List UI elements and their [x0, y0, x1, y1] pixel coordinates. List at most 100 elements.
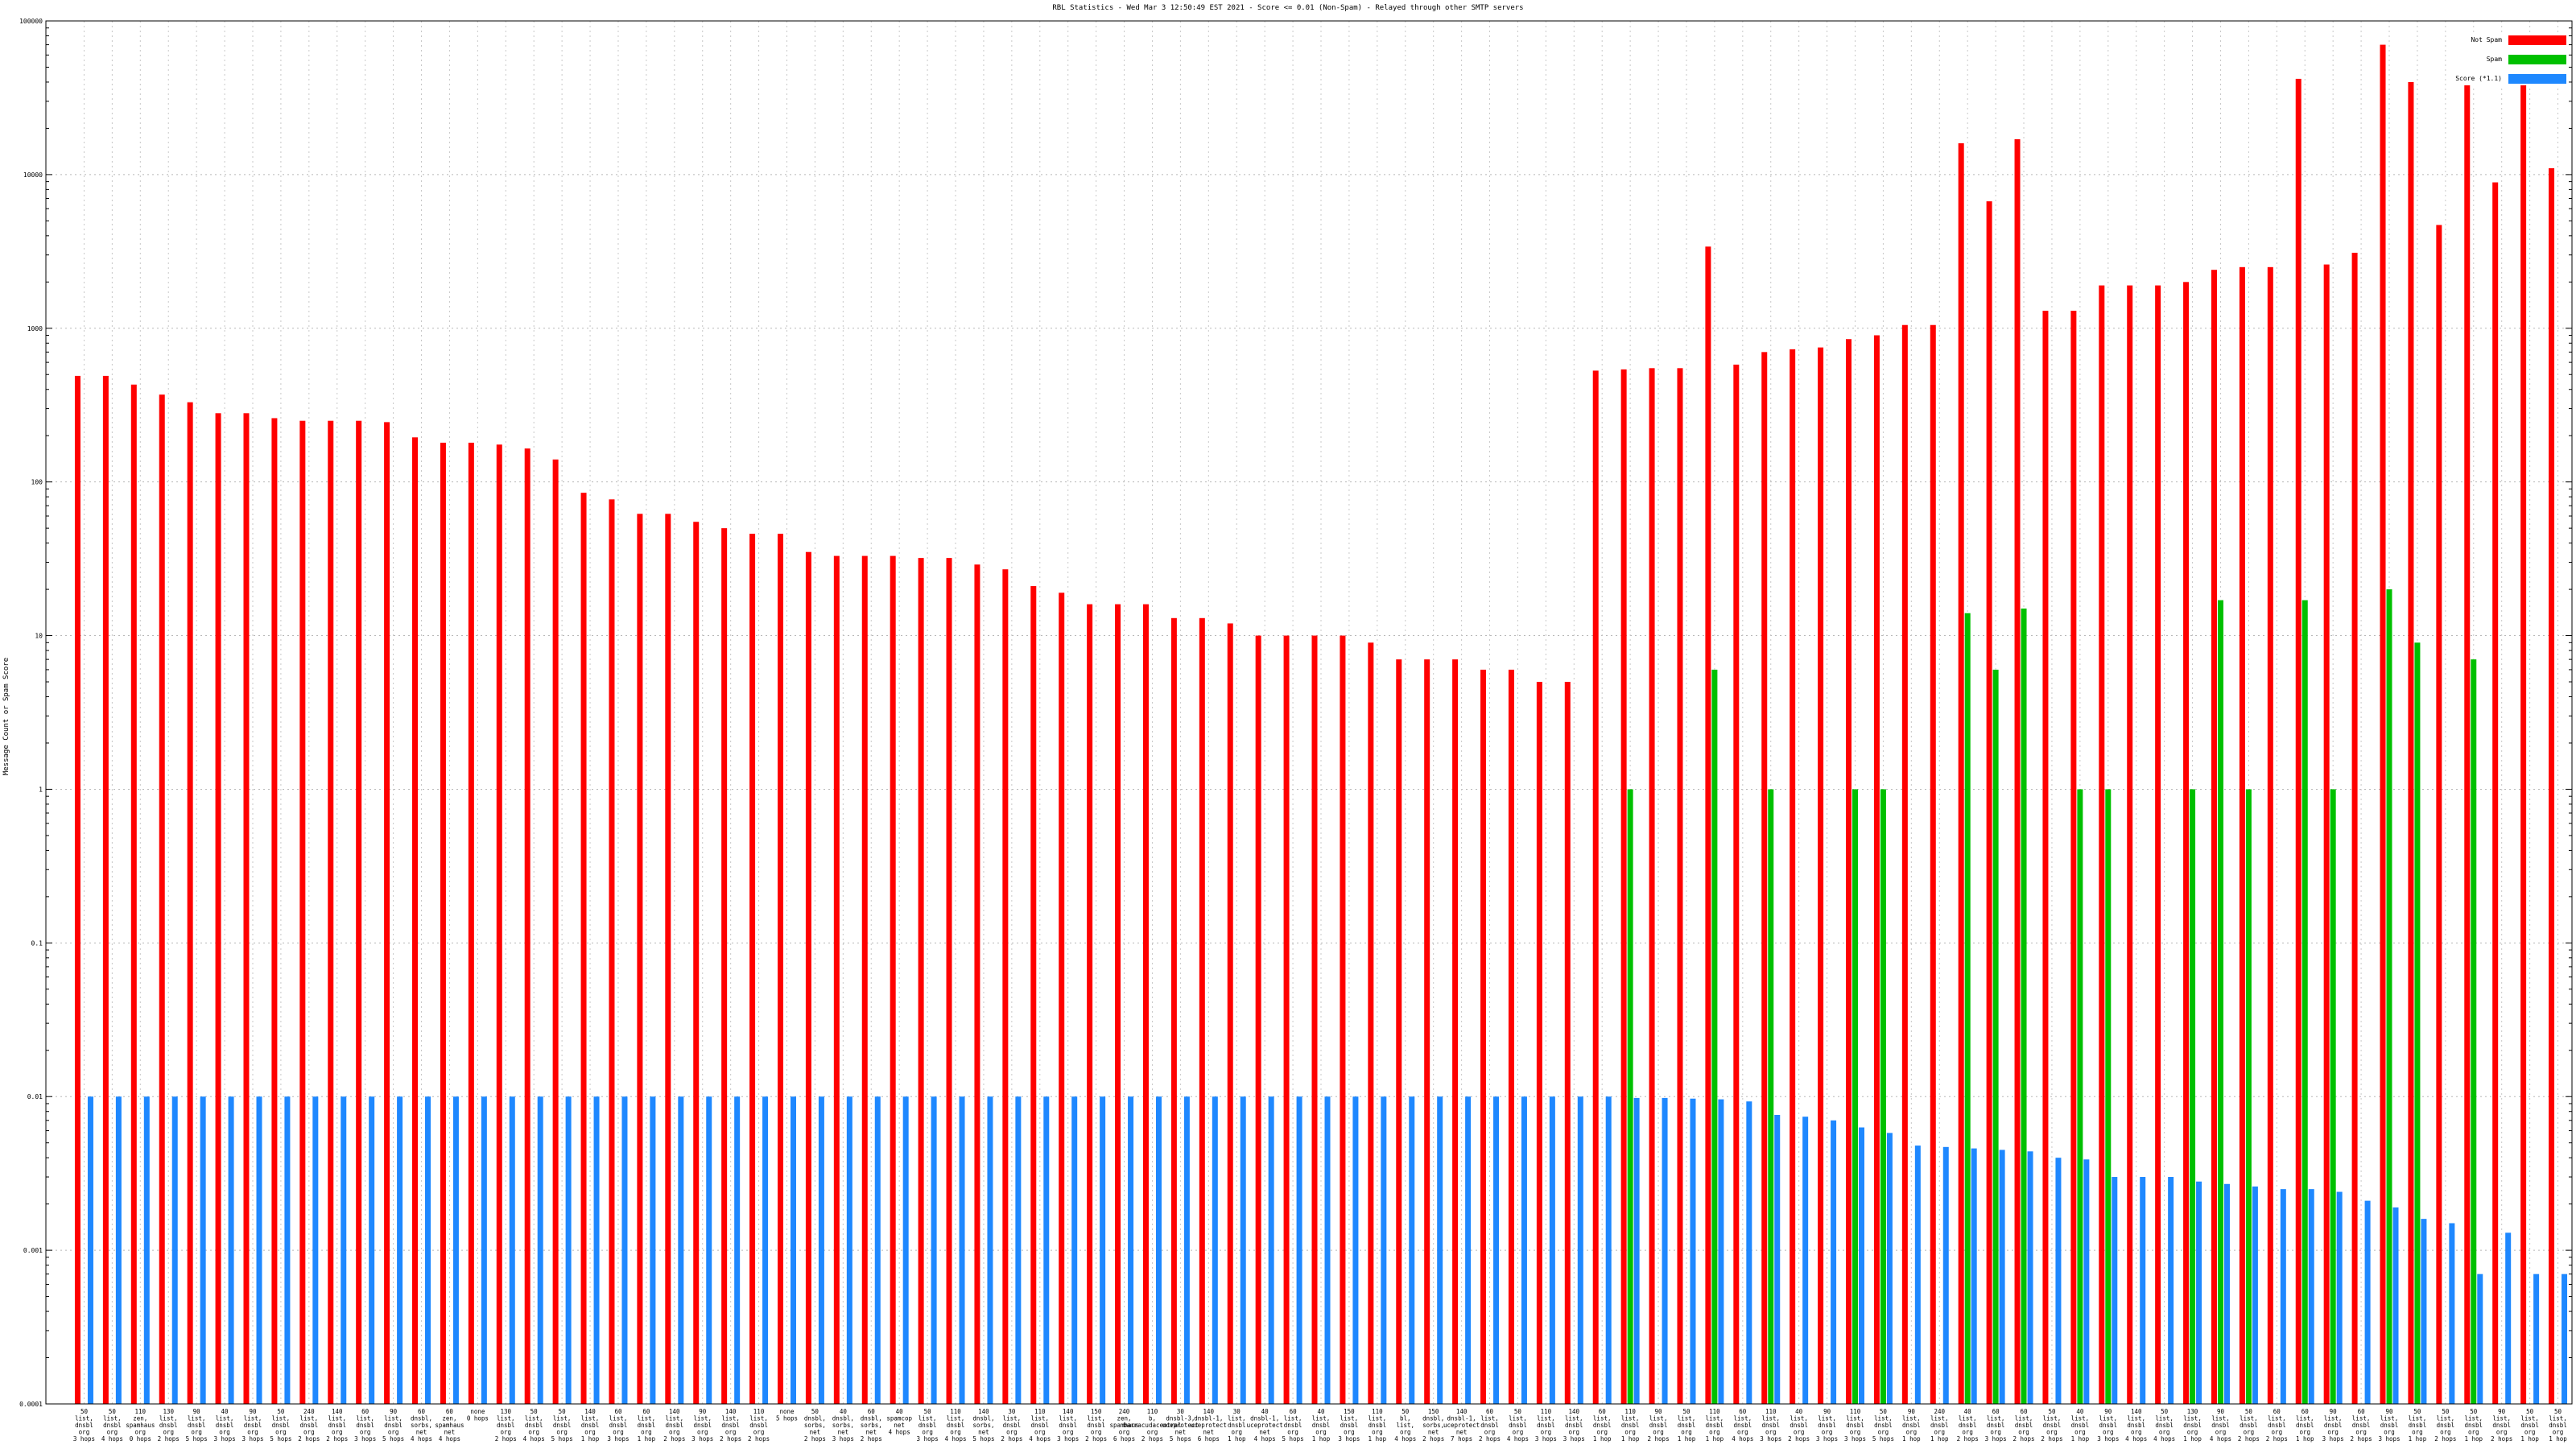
bar-spam [2245, 789, 2252, 1404]
x-tick-label-line: 1 hop [2296, 1435, 2314, 1443]
x-tick-label-line: uceprotect [1191, 1422, 1227, 1429]
bar-not-spam [1424, 659, 1430, 1404]
x-tick-label-line: 2 hops [2013, 1435, 2034, 1443]
x-tick-label: 130 list, dnsbl org 2 hops [495, 1408, 517, 1443]
bar-not-spam [2351, 252, 2358, 1404]
x-tick-label-line: org [388, 1429, 399, 1436]
bar-score [537, 1096, 543, 1404]
bar-score [1633, 1097, 1640, 1404]
x-tick-label: 110 list, dnsbl org 4 hops [944, 1408, 966, 1443]
x-tick-label-line: list, [75, 1415, 93, 1422]
x-tick-label: 50 list, dnsbl org 4 hops [1507, 1408, 1529, 1443]
x-tick-label-line: 110 [1541, 1408, 1552, 1415]
x-tick-label-line: org [1962, 1429, 1973, 1436]
x-tick-label-line: list, [1059, 1415, 1077, 1422]
x-tick-label-line: org [641, 1429, 652, 1436]
bar-spam [1852, 789, 1859, 1404]
x-tick-label-line: 60 [868, 1408, 876, 1415]
x-tick-label-line: 2 hops [495, 1435, 517, 1443]
legend-swatch [2508, 35, 2566, 45]
x-tick-label: 140 dnsbl, sorbs, net 5 hops [972, 1408, 994, 1443]
x-tick-label-line: org [107, 1429, 118, 1436]
x-tick-label-line: list, [188, 1415, 206, 1422]
x-tick-label: 60 list, dnsbl org 2 hops [2266, 1408, 2288, 1443]
x-tick-label-line: dnsbl [609, 1422, 628, 1429]
bar-score [228, 1096, 234, 1404]
bar-score [1718, 1099, 1724, 1404]
x-tick-label-line: 1 hop [1368, 1435, 1387, 1443]
x-tick-label: 40 dnsbl, sorbs, net 3 hops [832, 1408, 854, 1443]
x-tick-label: 140 list, dnsbl org 3 hops [1563, 1408, 1585, 1443]
x-tick-label-line: dnsbl [1790, 1422, 1808, 1429]
x-tick-label: 110 list, dnsbl org 4 hops [1029, 1408, 1051, 1443]
bar-not-spam [861, 555, 868, 1404]
x-tick-label-line: list, [244, 1415, 262, 1422]
x-tick-label-line: dnsbl [2352, 1422, 2371, 1429]
x-tick-label-line: org [360, 1429, 371, 1436]
bar-score [2392, 1207, 2399, 1404]
x-tick-label-line: 5 hops [776, 1415, 798, 1422]
x-tick-label: 90 list, dnsbl org 3 hops [2322, 1408, 2344, 1443]
x-tick-label: 60 list, dnsbl org 3 hops [1985, 1408, 2007, 1443]
x-tick-label: 130 list, dnsbl org 1 hop [2183, 1408, 2202, 1443]
x-tick-label-line: org [697, 1429, 708, 1436]
bar-score [678, 1096, 684, 1404]
x-tick-label-line: org [584, 1429, 596, 1436]
x-tick-label-line: 110 [1034, 1408, 1046, 1415]
bar-not-spam [2267, 266, 2273, 1405]
x-tick-label-line: 40 [221, 1408, 229, 1415]
x-tick-label-line: 110 [1850, 1408, 1861, 1415]
x-tick-label-line: 60 [2021, 1408, 2029, 1415]
x-tick-label-line: 90 [2104, 1408, 2112, 1415]
x-tick-label-line: dnsbl [1368, 1422, 1387, 1429]
x-tick-label-line: list, [1874, 1415, 1893, 1422]
x-tick-label-line: org [922, 1429, 933, 1436]
bar-not-spam [2014, 138, 2021, 1405]
y-tick-label: 10 [35, 633, 43, 640]
x-tick-label-line: 4 hops [523, 1435, 545, 1443]
bar-spam [2471, 659, 2477, 1404]
x-tick-label: 140 list, dnsbl org 1 hop [581, 1408, 600, 1443]
x-tick-label: 110 list, dnsbl org 1 hop [1368, 1408, 1387, 1443]
x-tick-label-line: dnsbl [1902, 1422, 1921, 1429]
bar-score [200, 1096, 206, 1404]
x-tick-label-line: list, [2437, 1415, 2455, 1422]
bar-score [1212, 1096, 1218, 1404]
bar-score [115, 1096, 122, 1404]
x-tick-label-line: list, [2240, 1415, 2258, 1422]
x-tick-label: 50 list, dnsbl org 3 hops [73, 1408, 95, 1443]
x-tick-label-line: 90 [1655, 1408, 1663, 1415]
x-tick-label-line: 3 hops [1563, 1435, 1585, 1443]
x-tick-label-line: org [2272, 1429, 2283, 1436]
x-tick-label-line: 4 hops [411, 1435, 432, 1443]
bar-score [87, 1096, 93, 1404]
x-tick-label-line: dnsbl [1087, 1422, 1105, 1429]
x-tick-label-line: 90 [390, 1408, 398, 1415]
x-tick-label-line: list, [2324, 1415, 2343, 1422]
x-tick-label-line: org [2215, 1429, 2227, 1436]
x-tick-label-line: dnsbl [1846, 1422, 1864, 1429]
x-tick-label-line: org [1934, 1429, 1945, 1436]
bar-score [1268, 1096, 1274, 1404]
x-tick-label-line: 0 hops [467, 1415, 489, 1422]
x-tick-label-line: org [2384, 1429, 2395, 1436]
x-tick-label-line: dnsbl [1312, 1422, 1331, 1429]
x-tick-label-line: dnsbl-1, [1447, 1415, 1476, 1422]
x-tick-label-line: dnsbl [666, 1422, 684, 1429]
bar-not-spam [1255, 635, 1261, 1404]
x-tick-label-line: org [2524, 1429, 2536, 1436]
bar-not-spam [749, 534, 756, 1404]
x-tick-label-line: dnsbl [2127, 1422, 2145, 1429]
x-tick-label-line: dnsbl [919, 1422, 937, 1429]
x-tick-label: 90 list, dnsbl org 1 hop [1902, 1408, 1921, 1443]
x-tick-label-line: spamcop [886, 1415, 912, 1422]
x-tick-label-line: org [1006, 1429, 1018, 1436]
x-tick-label-line: 1 hop [1593, 1435, 1612, 1443]
bar-score [565, 1096, 572, 1404]
x-tick-label-line: org [219, 1429, 230, 1436]
bar-not-spam [1368, 642, 1374, 1404]
x-tick-label-line: list, [2015, 1415, 2033, 1422]
bar-score [1971, 1148, 1977, 1404]
x-tick-label-line: list, [272, 1415, 291, 1422]
bar-score [1493, 1096, 1500, 1404]
